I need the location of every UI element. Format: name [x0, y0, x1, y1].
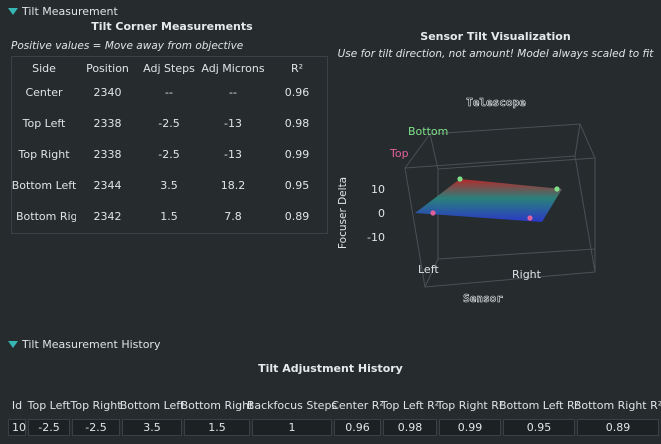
- header-cell: Bottom Right R²: [573, 398, 661, 412]
- top-left-r2-cell[interactable]: 0.98: [383, 419, 437, 436]
- header-cell: Bottom Left R²: [498, 398, 580, 412]
- side-cell: Top Right: [18, 148, 70, 161]
- visualization-title: Sensor Tilt Visualization: [420, 30, 571, 43]
- bottom-left-cell[interactable]: 3.5: [122, 419, 182, 436]
- adj-microns-cell: 7.8: [224, 210, 242, 223]
- corner-table-note: Positive values = Move away from objecti…: [11, 40, 244, 52]
- bottom-label: Bottom: [408, 125, 448, 138]
- r2-cell: 0.95: [284, 179, 310, 192]
- table-row: Bottom Left 2344 3.5 18.2 0.95: [12, 170, 327, 201]
- corner-measurements-table: Side Position Adj Steps Adj Microns R² C…: [11, 56, 328, 234]
- marker-bottom-right: [527, 215, 533, 221]
- header-cell: Center R²: [331, 398, 384, 412]
- z-tick-label: 0: [378, 207, 385, 220]
- adj-steps-cell: 3.5: [160, 179, 178, 192]
- r2-cell: 0.96: [284, 86, 310, 99]
- top-right-r2-cell[interactable]: 0.99: [439, 419, 501, 436]
- id-cell[interactable]: 10: [8, 419, 26, 436]
- position-cell: 2344: [93, 179, 122, 192]
- header-cell: Top Right R²: [436, 398, 504, 412]
- r2-cell: 0.89: [284, 210, 310, 223]
- top-right-cell[interactable]: -2.5: [72, 419, 120, 436]
- adj-microns-cell: 18.2: [220, 179, 246, 192]
- position-cell: 2338: [93, 117, 122, 130]
- side-cell: Top Left: [22, 117, 66, 130]
- header-cell: Side: [32, 61, 56, 75]
- visualization-note: Use for tilt direction, not amount! Mode…: [337, 48, 654, 60]
- header-cell: Bottom Left: [119, 398, 185, 412]
- table-row: Top Left 2338 -2.5 -13 0.98: [12, 108, 327, 139]
- z-tick-label: 10: [371, 183, 385, 196]
- table-header-row: Side Position Adj Steps Adj Microns R²: [12, 57, 327, 79]
- z-tick-label: -10: [367, 231, 385, 244]
- marker-bottom-left: [430, 210, 436, 216]
- z-axis-label: Focuser Delta: [337, 177, 349, 249]
- telescope-label: Telescope: [466, 96, 526, 109]
- table-row: Center 2340 -- -- 0.96: [12, 77, 327, 108]
- table-row: Top Right 2338 -2.5 -13 0.99: [12, 139, 327, 170]
- corner-table-title: Tilt Corner Measurements: [91, 20, 253, 33]
- center-r2-cell[interactable]: 0.96: [334, 419, 381, 436]
- marker-top-left: [457, 176, 463, 182]
- header-cell: Position: [86, 61, 129, 75]
- header-cell: Id: [11, 398, 23, 412]
- tilt-history-header[interactable]: Tilt Measurement History: [8, 337, 160, 351]
- bottom-left-r2-cell[interactable]: 0.95: [503, 419, 575, 436]
- sensor-label: Sensor: [463, 292, 503, 305]
- expand-triangle-icon[interactable]: [8, 340, 18, 348]
- backfocus-steps-cell[interactable]: 1: [252, 419, 332, 436]
- table-row: Bottom Rigl 2342 1.5 7.8 0.89: [12, 201, 327, 232]
- header-cell: Bottom Right: [180, 398, 254, 412]
- sensor-tilt-3d-plot[interactable]: Telescope Sensor Bottom Top Left Right F…: [330, 24, 661, 314]
- top-left-cell[interactable]: -2.5: [28, 419, 70, 436]
- right-axis-label: Right: [512, 268, 542, 281]
- r2-cell: 0.98: [284, 117, 310, 130]
- position-cell: 2340: [93, 86, 122, 99]
- r2-cell: 0.99: [284, 148, 310, 161]
- adj-steps-cell: -2.5: [158, 117, 180, 130]
- table-row: 10 -2.5 -2.5 3.5 1.5 1 0.96 0.98 0.99 0.…: [0, 419, 661, 437]
- left-axis-label: Left: [418, 263, 439, 276]
- bottom-right-r2-cell[interactable]: 0.89: [577, 419, 659, 436]
- adj-microns-cell: --: [229, 86, 237, 99]
- adj-microns-cell: -13: [224, 117, 242, 130]
- adj-steps-cell: -2.5: [158, 148, 180, 161]
- side-cell: Bottom Rigl: [16, 210, 76, 223]
- header-cell: R²: [290, 61, 304, 75]
- history-table-title: Tilt Adjustment History: [258, 362, 403, 375]
- header-cell: Backfocus Steps: [246, 398, 338, 412]
- adj-microns-cell: -13: [224, 148, 242, 161]
- header-cell: Top Right: [70, 398, 122, 412]
- side-cell: Center: [25, 86, 63, 99]
- header-cell: Top Left: [27, 398, 71, 412]
- tilt-measurement-header[interactable]: Tilt Measurement: [8, 4, 118, 18]
- header-cell: Adj Steps: [143, 61, 195, 75]
- section-title: Tilt Measurement: [22, 4, 118, 18]
- position-cell: 2338: [93, 148, 122, 161]
- marker-top-right: [554, 186, 560, 192]
- header-cell: Adj Microns: [201, 61, 265, 75]
- top-label: Top: [389, 147, 409, 160]
- adj-steps-cell: 1.5: [160, 210, 178, 223]
- position-cell: 2342: [93, 210, 122, 223]
- expand-triangle-icon[interactable]: [8, 7, 18, 15]
- adj-steps-cell: --: [165, 86, 173, 99]
- history-header-row: Id Top Left Top Right Bottom Left Bottom…: [0, 396, 661, 414]
- section-title: Tilt Measurement History: [22, 337, 161, 351]
- bottom-right-cell[interactable]: 1.5: [184, 419, 250, 436]
- header-cell: Top Left R²: [380, 398, 440, 412]
- sensor-plane: [415, 179, 562, 222]
- side-cell: Bottom Left: [12, 179, 76, 192]
